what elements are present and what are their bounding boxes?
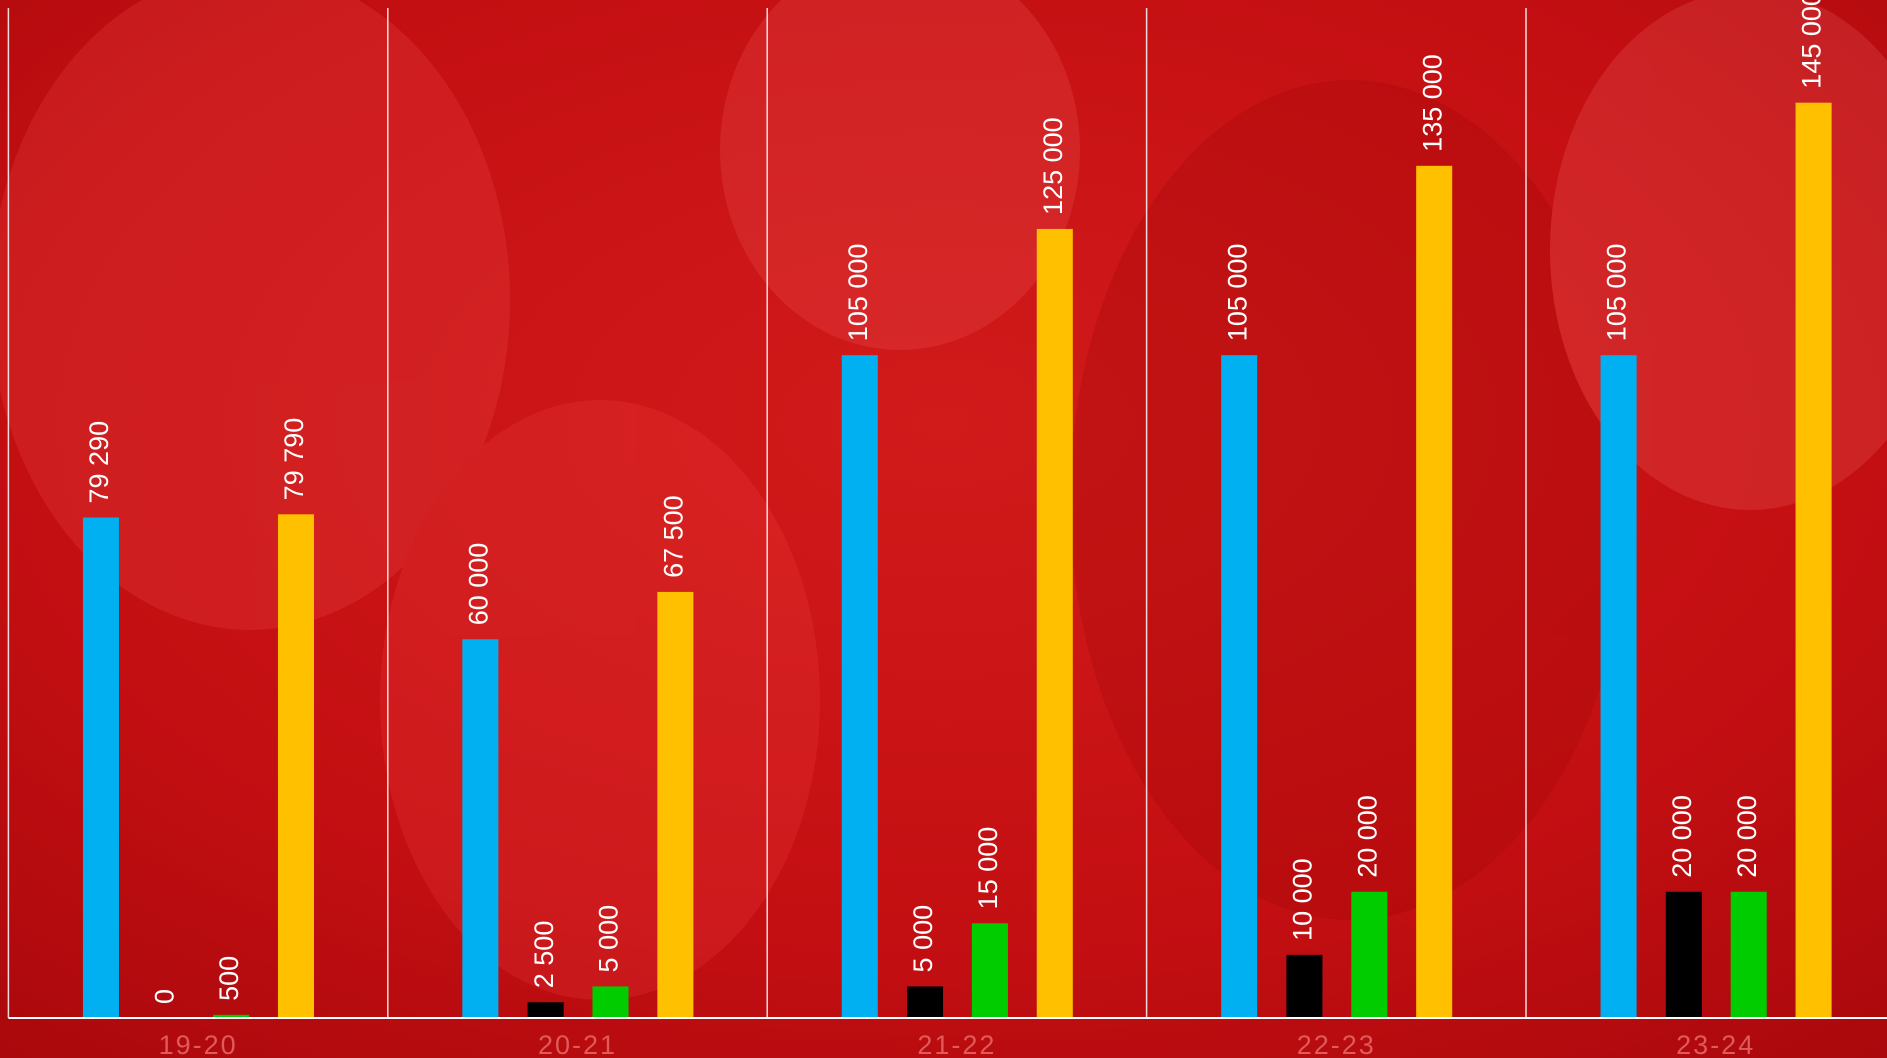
bar — [657, 592, 693, 1018]
data-label: 105 000 — [1222, 244, 1252, 342]
bar — [83, 517, 119, 1018]
data-label: 105 000 — [1602, 244, 1632, 342]
bar — [1286, 955, 1322, 1018]
x-tick-label: 23-24 — [1676, 1030, 1755, 1058]
data-label: 15 000 — [973, 827, 1003, 910]
data-label: 125 000 — [1038, 117, 1068, 215]
data-label: 20 000 — [1732, 795, 1762, 878]
data-label: 67 500 — [659, 495, 689, 578]
data-label: 5 000 — [594, 905, 624, 973]
bar — [1601, 355, 1637, 1018]
data-label: 2 500 — [529, 921, 559, 989]
data-label: 145 000 — [1797, 0, 1827, 89]
x-tick-label: 21-22 — [917, 1030, 996, 1058]
data-label: 20 000 — [1667, 795, 1697, 878]
bar — [1416, 166, 1452, 1018]
bar — [278, 514, 314, 1018]
x-tick-label: 19-20 — [159, 1030, 238, 1058]
bar — [842, 355, 878, 1018]
data-label: 0 — [149, 989, 179, 1004]
data-label: 10 000 — [1288, 858, 1318, 941]
data-label: 105 000 — [843, 244, 873, 342]
bar — [1731, 892, 1767, 1018]
data-label: 79 290 — [84, 421, 114, 504]
data-label: 79 790 — [279, 418, 309, 501]
data-label: 5 000 — [908, 905, 938, 973]
data-label: 20 000 — [1352, 795, 1382, 878]
bar — [1037, 229, 1073, 1018]
bar — [1666, 892, 1702, 1018]
data-label: 500 — [214, 956, 244, 1001]
data-label: 135 000 — [1417, 54, 1447, 152]
bar — [1221, 355, 1257, 1018]
bar — [972, 923, 1008, 1018]
x-tick-label: 22-23 — [1297, 1030, 1376, 1058]
bar — [592, 986, 628, 1018]
bar — [462, 639, 498, 1018]
bar — [528, 1002, 564, 1018]
bar — [1796, 103, 1832, 1018]
data-label: 60 000 — [463, 543, 493, 626]
bar — [907, 986, 943, 1018]
page: 19-20 20-21 21-22 22-23 23-24 79 290 60 000 105… — [0, 0, 1887, 1058]
bar — [1351, 892, 1387, 1018]
chart: 19-20 20-21 21-22 22-23 23-24 79 290 60 000 105… — [0, 0, 1887, 1058]
x-tick-label: 20-21 — [538, 1030, 617, 1058]
